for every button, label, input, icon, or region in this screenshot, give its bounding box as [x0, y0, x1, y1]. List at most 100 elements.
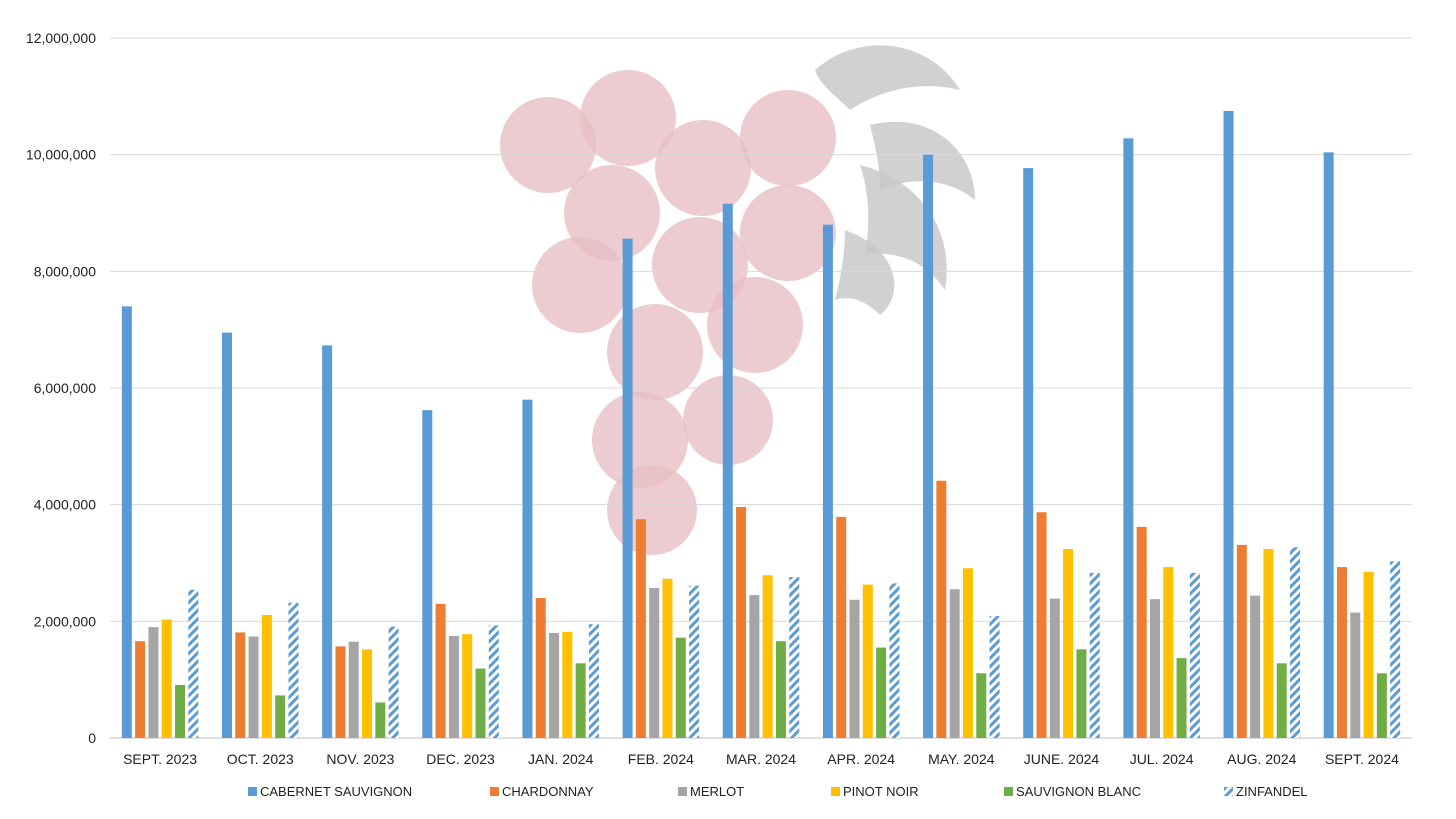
bar-pinot-noir	[762, 575, 773, 738]
bar-zinfandel	[1189, 572, 1200, 738]
bar-zinfandel	[488, 625, 499, 738]
bar-chardonnay	[335, 646, 346, 738]
y-tick-label: 12,000,000	[26, 30, 96, 46]
legend-swatch	[831, 787, 840, 796]
bar-chardonnay	[535, 598, 546, 738]
y-tick-label: 4,000,000	[34, 497, 96, 513]
x-tick-label: OCT. 2023	[227, 751, 294, 767]
bar-cabernet-sauvignon	[221, 332, 232, 738]
bars	[121, 110, 1401, 739]
x-tick-label: JAN. 2024	[528, 751, 594, 767]
bar-merlot	[348, 641, 359, 738]
bar-sauvignon-blanc	[976, 673, 987, 738]
bar-merlot	[749, 595, 760, 738]
bar-cabernet-sauvignon	[1323, 152, 1334, 739]
bar-pinot-noir	[161, 619, 172, 738]
bar-chardonnay	[1136, 526, 1147, 738]
bar-cabernet-sauvignon	[822, 224, 833, 738]
bar-chardonnay	[736, 507, 747, 738]
bar-pinot-noir	[1163, 567, 1174, 738]
bar-sauvignon-blanc	[1376, 673, 1387, 738]
y-tick-label: 0	[88, 730, 96, 746]
x-tick-label: SEPT. 2023	[123, 751, 197, 767]
bar-zinfandel	[588, 624, 599, 738]
bar-zinfandel	[789, 577, 800, 738]
bar-chardonnay	[635, 519, 646, 738]
bar-zinfandel	[288, 602, 299, 738]
bar-chardonnay	[1036, 512, 1047, 738]
bar-merlot	[148, 627, 159, 738]
bar-sauvignon-blanc	[1176, 658, 1187, 738]
x-tick-label: FEB. 2024	[628, 751, 694, 767]
bar-zinfandel	[188, 589, 199, 738]
bar-chardonnay	[435, 603, 446, 738]
legend-label: PINOT NOIR	[843, 784, 919, 799]
legend: CABERNET SAUVIGNON CHARDONNAY MERLOT PINOT …	[248, 784, 1308, 799]
x-axis: SEPT. 2023 OCT. 2023 NOV. 2023 DEC. 2023 JAN…	[123, 751, 1399, 767]
bar-pinot-noir	[1263, 549, 1274, 738]
legend-label: CHARDONNAY	[502, 784, 594, 799]
bar-pinot-noir	[1063, 549, 1074, 738]
x-tick-label: JUNE. 2024	[1024, 751, 1100, 767]
bar-merlot	[1049, 598, 1060, 738]
x-tick-label: SEPT. 2024	[1325, 751, 1399, 767]
bar-zinfandel	[1390, 561, 1401, 738]
x-tick-label: JUL. 2024	[1130, 751, 1194, 767]
bar-sauvignon-blanc	[275, 695, 286, 738]
bar-pinot-noir	[1363, 571, 1374, 738]
legend-label: ZINFANDEL	[1236, 784, 1308, 799]
bar-cabernet-sauvignon	[322, 345, 333, 738]
bar-merlot	[649, 588, 660, 738]
bar-cabernet-sauvignon	[923, 154, 934, 738]
bar-cabernet-sauvignon	[1023, 168, 1034, 739]
bar-pinot-noir	[662, 578, 673, 738]
x-tick-label: MAY. 2024	[928, 751, 995, 767]
bar-chardonnay	[836, 516, 847, 738]
bar-zinfandel	[889, 583, 900, 738]
bar-chardonnay	[936, 480, 947, 738]
bar-sauvignon-blanc	[475, 668, 486, 738]
bar-pinot-noir	[261, 614, 272, 738]
bar-zinfandel	[1089, 572, 1100, 738]
legend-swatch	[678, 787, 687, 796]
bar-cabernet-sauvignon	[1123, 138, 1134, 739]
x-tick-label: MAR. 2024	[726, 751, 796, 767]
y-tick-label: 10,000,000	[26, 147, 96, 163]
bar-pinot-noir	[562, 631, 573, 738]
bar-sauvignon-blanc	[375, 702, 386, 738]
grape-watermark-icon	[500, 45, 975, 555]
bar-sauvignon-blanc	[775, 641, 786, 738]
bar-pinot-noir	[962, 568, 973, 738]
bar-merlot	[849, 599, 860, 738]
bar-cabernet-sauvignon	[722, 203, 733, 738]
y-tick-label: 8,000,000	[34, 263, 96, 279]
bar-pinot-noir	[462, 634, 473, 738]
bar-cabernet-sauvignon	[422, 410, 433, 738]
bar-sauvignon-blanc	[1076, 649, 1087, 738]
x-tick-label: APR. 2024	[827, 751, 895, 767]
bar-chardonnay	[135, 641, 146, 738]
y-axis: 0 2,000,000 4,000,000 6,000,000 8,000,000 10,…	[26, 30, 96, 746]
legend-label: SAUVIGNON BLANC	[1016, 784, 1141, 799]
bar-sauvignon-blanc	[675, 637, 686, 738]
y-tick-label: 6,000,000	[34, 380, 96, 396]
bar-merlot	[1149, 599, 1160, 738]
bar-pinot-noir	[362, 649, 373, 738]
legend-swatch	[490, 787, 499, 796]
x-tick-label: DEC. 2023	[426, 751, 495, 767]
legend-label: CABERNET SAUVIGNON	[260, 784, 412, 799]
legend-swatch	[1004, 787, 1013, 796]
bar-chardonnay	[1336, 567, 1347, 738]
bar-cabernet-sauvignon	[121, 306, 132, 738]
bar-sauvignon-blanc	[1276, 663, 1287, 738]
bar-cabernet-sauvignon	[522, 399, 533, 738]
legend-label: MERLOT	[690, 784, 744, 799]
y-tick-label: 2,000,000	[34, 613, 96, 629]
x-tick-label: NOV. 2023	[326, 751, 394, 767]
bar-chardonnay	[1236, 544, 1247, 738]
bar-chardonnay	[235, 632, 246, 738]
bar-zinfandel	[689, 585, 700, 738]
bar-merlot	[549, 633, 560, 738]
